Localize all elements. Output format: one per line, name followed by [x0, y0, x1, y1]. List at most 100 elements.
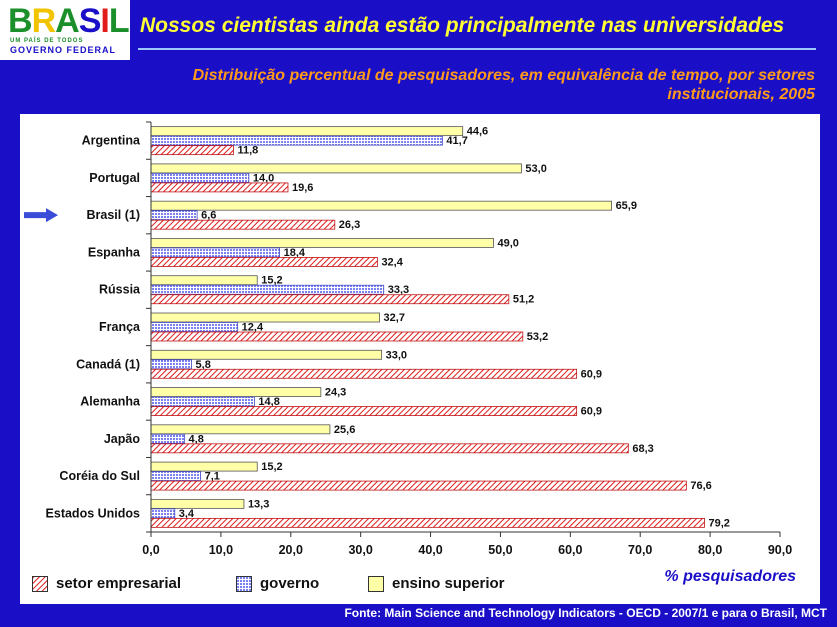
source-note: Fonte: Main Science and Technology Indic…: [344, 606, 827, 620]
category-label: Argentina: [82, 134, 141, 148]
bar-ensino: [150, 498, 245, 509]
x-tick-label: 40,0: [418, 543, 442, 557]
bar-governo: [150, 433, 185, 444]
bar-ensino: [150, 312, 380, 323]
x-tick-label: 0,0: [142, 543, 159, 557]
data-label: 76,6: [690, 480, 711, 492]
data-label: 79,2: [709, 517, 730, 529]
bar-empresarial: [150, 331, 524, 342]
legend-swatch-empresarial: [32, 576, 48, 592]
data-label: 3,4: [179, 508, 195, 520]
bar-empresarial: [150, 406, 578, 416]
data-label: 15,2: [261, 275, 282, 287]
bar-ensino: [150, 163, 522, 174]
bar-governo: [150, 135, 443, 146]
x-tick-label: 20,0: [279, 543, 303, 557]
bar-governo: [150, 396, 255, 407]
x-tick-label: 80,0: [698, 543, 722, 557]
brasil-logo: BRASIL UM PAÍS DE TODOS GOVERNO FEDERAL: [0, 0, 130, 60]
data-label: 4,8: [189, 433, 204, 445]
page-title: Nossos cientistas ainda estão principalm…: [140, 14, 785, 37]
data-label: 32,7: [384, 312, 405, 324]
chart-subtitle-line1: Distribuição percentual de pesquisadores…: [192, 67, 815, 84]
data-label: 26,3: [339, 219, 360, 231]
bar-empresarial: [150, 219, 336, 230]
bar-empresarial: [150, 145, 234, 156]
category-label: Coréia do Sul: [59, 469, 140, 483]
bar-empresarial: [150, 182, 289, 193]
data-label: 14,0: [253, 172, 274, 184]
data-label: 19,6: [292, 182, 313, 194]
logo-letter: A: [55, 2, 80, 40]
chart-subtitle: Distribuição percentual de pesquisadores…: [35, 66, 815, 104]
x-tick-label: 70,0: [628, 543, 652, 557]
x-axis-label: % pesquisadores: [664, 568, 796, 585]
legend-label-governo: governo: [260, 575, 320, 592]
logo-letter: S: [78, 2, 102, 40]
bar-governo: [150, 210, 198, 221]
bar-governo: [150, 508, 176, 519]
data-label: 60,9: [581, 368, 602, 380]
x-tick-label: 60,0: [558, 543, 582, 557]
highlight-arrow: [24, 208, 58, 223]
category-label: França: [99, 320, 141, 334]
bar-ensino: [150, 275, 258, 286]
bar-governo: [150, 173, 250, 183]
logo-letter: L: [108, 2, 130, 40]
bar-empresarial: [150, 443, 629, 454]
bar-ensino: [150, 424, 331, 435]
data-label: 60,9: [581, 406, 602, 418]
bar-ensino: [150, 387, 322, 397]
data-label: 24,3: [325, 387, 346, 399]
data-label: 14,8: [258, 396, 279, 408]
chart-subtitle-line2: institucionais, 2005: [667, 86, 815, 103]
data-label: 15,2: [261, 461, 282, 473]
bar-empresarial: [150, 294, 510, 305]
logo-letter: I: [100, 2, 110, 40]
bar-governo: [150, 359, 192, 370]
category-label: Japão: [104, 432, 140, 446]
bar-governo: [150, 284, 385, 295]
logo-letter: B: [8, 2, 33, 40]
bar-ensino: [150, 200, 612, 211]
data-label: 33,3: [388, 284, 409, 296]
chart-panel: 44,6 41,7 11,8 53,0 14,0 19,6 65,9 6,6 26,3 49,0 1…: [20, 114, 820, 604]
x-tick-label: 90,0: [768, 543, 792, 557]
legend-swatch-ensino: [368, 576, 384, 592]
data-label: 7,1: [205, 471, 220, 483]
bar-ensino: [150, 238, 494, 248]
x-tick-label: 50,0: [488, 543, 512, 557]
x-tick-label: 10,0: [209, 543, 233, 557]
logo-word: BRASIL: [8, 2, 130, 40]
logo-tagline: UM PAÍS DE TODOS: [10, 38, 84, 44]
logo-government: GOVERNO FEDERAL: [10, 45, 117, 55]
data-label: 6,6: [201, 210, 216, 222]
bar-empresarial: [150, 257, 378, 267]
data-label: 11,8: [237, 145, 258, 157]
category-label: Rússia: [99, 283, 141, 297]
data-label: 33,0: [386, 349, 407, 361]
bar-governo: [150, 247, 280, 258]
bar-governo: [150, 471, 202, 481]
legend-swatch-governo: [236, 576, 252, 592]
bar-empresarial: [150, 368, 578, 379]
category-label: Portugal: [89, 171, 140, 185]
data-label: 65,9: [616, 200, 637, 212]
data-label: 53,2: [527, 331, 548, 343]
category-label: Alemanha: [80, 395, 141, 409]
legend-label-empresarial: setor empresarial: [56, 575, 182, 592]
bar-ensino: [150, 349, 383, 360]
bar-chart: 44,641,7 11,8 53,0 14,0 19,6 65,9 6,6 26,3 49,0 1…: [24, 121, 792, 557]
data-label: 12,4: [242, 322, 264, 334]
x-tick-label: 30,0: [348, 543, 372, 557]
category-label: Espanha: [88, 245, 141, 259]
bar-ensino: [150, 126, 464, 137]
category-label: Brasil (1): [87, 208, 141, 222]
data-label: 49,0: [497, 237, 518, 249]
data-label: 68,3: [632, 443, 653, 455]
data-label: 53,0: [525, 163, 546, 175]
data-label: 51,2: [513, 294, 534, 306]
bar-empresarial: [150, 480, 687, 491]
data-label: 13,3: [248, 498, 269, 510]
bar-empresarial: [150, 517, 705, 528]
